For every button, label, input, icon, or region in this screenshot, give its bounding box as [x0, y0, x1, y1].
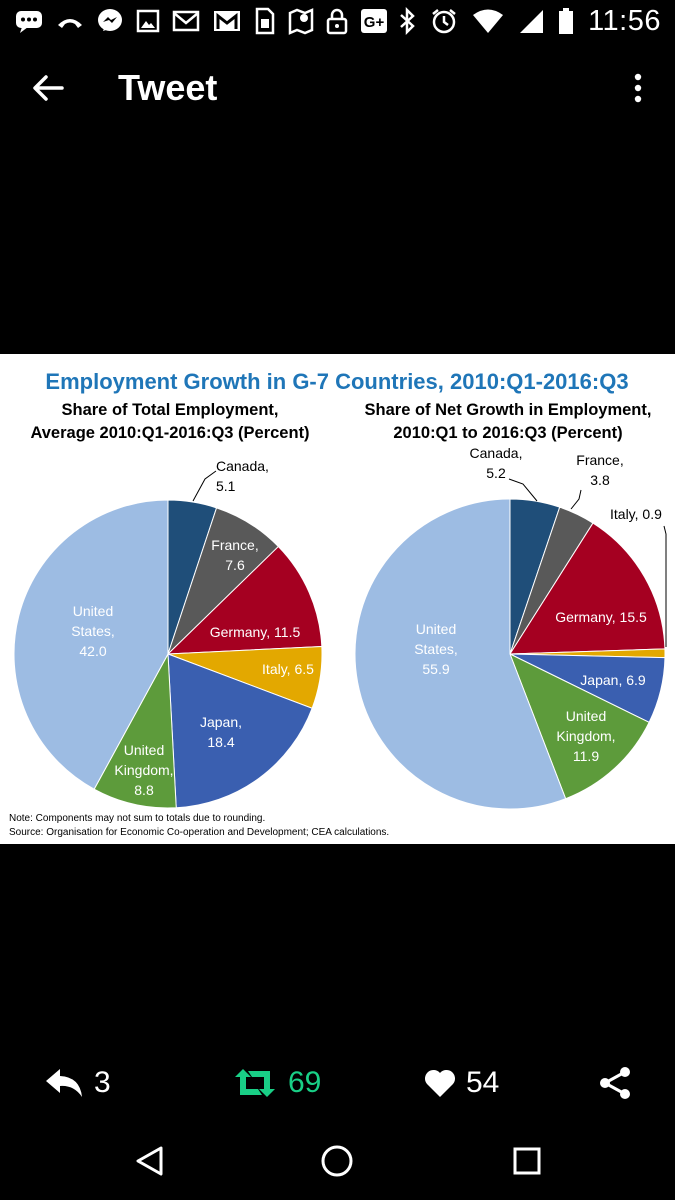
heart-icon [424, 1069, 456, 1097]
slice-label-canada: Canada, 5.1 [216, 458, 269, 494]
svg-text:G+: G+ [364, 14, 385, 31]
share-icon [600, 1067, 630, 1099]
maps-icon [288, 8, 314, 35]
slice-label-united-states: United States, 55.9 [414, 621, 458, 677]
slice-label-france: France, 3.8 [576, 452, 623, 488]
notification-icons: G+ [14, 6, 388, 36]
retweet-icon [235, 1069, 275, 1097]
messenger-icon [98, 9, 122, 31]
status-bar: G+ 11:56 [0, 0, 675, 44]
chart-figure: Employment Growth in G-7 Countries, 2010… [9, 369, 667, 838]
pie-slice-germany [166, 545, 323, 655]
gallery-icon [136, 9, 160, 33]
pie-slice-united-states [354, 498, 567, 810]
home-circle-icon [321, 1145, 353, 1177]
pie-slice-united-kingdom [509, 652, 650, 800]
nav-recents-button[interactable] [504, 1138, 550, 1184]
pie-slice-united-states [13, 499, 169, 790]
leader-line-canada [192, 470, 217, 502]
like-button[interactable]: 54 [424, 1062, 499, 1104]
pie-chart-total-employment: Canada, 5.1 France, 7.6 Germany, 11.5 Italy, … [13, 458, 323, 809]
slice-label-germany: Germany, 15.5 [555, 609, 647, 625]
like-count: 54 [466, 1066, 500, 1099]
slice-label-france: France, 7.6 [211, 537, 258, 573]
chart-note: Note: Components may not sum to totals d… [9, 813, 265, 824]
reply-count: 3 [94, 1066, 111, 1099]
wifi-icon [473, 9, 504, 33]
system-icons: 11:56 [398, 4, 661, 37]
arrow-left-icon [33, 75, 64, 101]
slice-label-germany: Germany, 11.5 [210, 624, 301, 640]
slice-label-japan: Japan, 18.4 [200, 714, 242, 750]
tweet-actions: 3 69 54 [0, 1050, 675, 1116]
pie-chart-net-growth: Canada, 5.2 France, 3.8 Germany, 15.5 Italy, … [354, 445, 667, 810]
signal-icon [520, 10, 544, 33]
slice-label-japan: Japan, 6.9 [580, 672, 646, 688]
pie-slice-germany [509, 522, 666, 655]
pie-slice-united-kingdom [93, 652, 177, 809]
slice-label-united-kingdom: United Kingdom, 11.9 [556, 708, 615, 764]
bluetooth-icon [400, 7, 415, 35]
tweet-media-image[interactable]: Employment Growth in G-7 Countries, 2010… [0, 354, 675, 844]
slice-label-canada: Canada, 5.2 [470, 445, 523, 481]
chart-source: Source: Organisation for Economic Co-ope… [9, 827, 389, 838]
system-nav-bar [0, 1122, 675, 1200]
nav-back-button[interactable] [126, 1138, 172, 1184]
mail-icon [172, 10, 200, 32]
status-clock: 11:56 [588, 4, 661, 37]
app-bar: Tweet [0, 44, 675, 132]
recents-square-icon [513, 1147, 541, 1175]
message-icon [16, 11, 42, 33]
battery-icon [559, 8, 574, 34]
back-button[interactable] [26, 66, 70, 110]
slice-label-united-states: United States, 42.0 [71, 603, 115, 659]
alarm-icon [432, 9, 456, 34]
more-options-button[interactable] [621, 66, 655, 110]
slice-label-italy: Italy, 6.5 [262, 661, 314, 677]
nav-home-button[interactable] [314, 1138, 360, 1184]
retweet-button[interactable]: 69 [232, 1062, 321, 1104]
right-chart-title-line2: 2010:Q1 to 2016:Q3 (Percent) [393, 424, 622, 442]
leader-line-canada [508, 478, 538, 502]
reply-icon [46, 1069, 82, 1097]
slice-label-italy: Italy, 0.9 [610, 506, 662, 522]
slice-label-united-kingdom: United Kingdom, 8.8 [114, 742, 173, 798]
retweet-count: 69 [288, 1066, 322, 1099]
leader-line-france [570, 489, 582, 510]
page-title: Tweet [118, 67, 218, 108]
share-button[interactable] [598, 1062, 632, 1104]
back-triangle-icon [136, 1146, 163, 1176]
left-chart-title-line1: Share of Total Employment, [62, 401, 279, 419]
more-vert-icon [634, 73, 642, 103]
missed-call-icon [58, 19, 82, 28]
figure-title: Employment Growth in G-7 Countries, 2010… [45, 369, 628, 394]
gmail-icon [214, 11, 240, 31]
right-chart-title-line1: Share of Net Growth in Employment, [365, 401, 652, 419]
sim-icon [255, 7, 275, 35]
reply-button[interactable]: 3 [44, 1062, 111, 1104]
pie-slice-japan [167, 653, 313, 809]
leader-line-italy [663, 525, 667, 647]
google-plus-icon: G+ [361, 9, 387, 33]
left-chart-title-line2: Average 2010:Q1-2016:Q3 (Percent) [30, 424, 309, 442]
lock-icon [326, 8, 348, 35]
